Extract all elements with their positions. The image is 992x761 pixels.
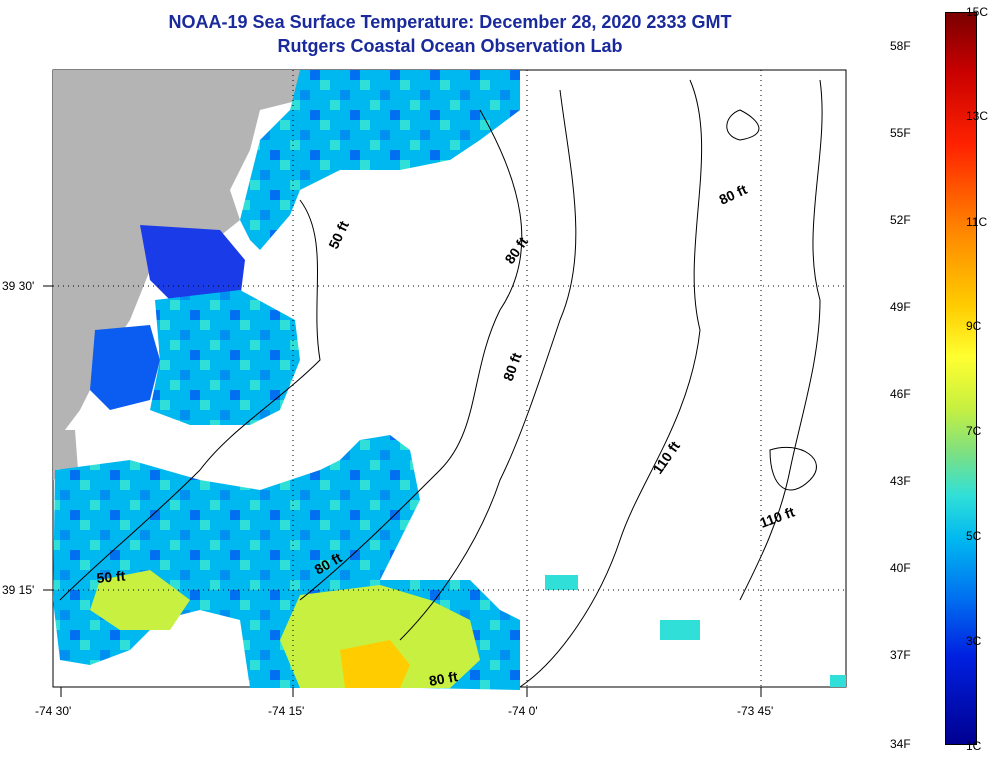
colorbar-c-label: 5C [966, 529, 982, 543]
sst-map: 50 ft 80 ft 80 ft 80 ft 80 ft 110 ft 110… [43, 69, 847, 697]
contour-label: 80 ft [428, 668, 459, 689]
tick-marks [43, 285, 762, 697]
map-subtitle: Rutgers Coastal Ocean Observation Lab [277, 36, 623, 56]
y-tick-label: 39 15' [2, 583, 35, 597]
land-inlet [53, 430, 78, 480]
y-tick-label: 39 30' [2, 279, 35, 293]
colorbar-c-label: 3C [966, 634, 982, 648]
colorbar-c-label: 13C [966, 109, 989, 123]
x-tick-label: -74 30' [35, 704, 72, 718]
colorbar-f-label: 49F [890, 300, 911, 314]
color-scale-bar [945, 12, 977, 745]
graticule [53, 70, 846, 687]
colorbar-f-label: 58F [890, 39, 911, 53]
land-mass [53, 70, 300, 440]
colorbar-c-label: 7C [966, 424, 982, 438]
contour-label: 50 ft [96, 568, 126, 586]
colorbar-c-label: 15C [966, 5, 989, 19]
map-title: NOAA-19 Sea Surface Temperature: Decembe… [168, 12, 732, 32]
colorbar-f-label: 34F [890, 737, 911, 751]
colorbar-f-label: 43F [890, 474, 911, 488]
x-tick-label: -73 45' [737, 704, 774, 718]
x-tick-label: -74 15' [268, 704, 305, 718]
colorbar-c-label: 1C [966, 739, 982, 753]
depth-contours [59, 79, 823, 688]
colorbar-f-label: 55F [890, 126, 911, 140]
colorbar-f-label: 40F [890, 561, 911, 575]
x-tick-label: -74 0' [508, 704, 538, 718]
colorbar-f-label: 52F [890, 213, 911, 227]
colorbar-c-label: 11C [966, 215, 988, 229]
colorbar-c-label: 9C [966, 319, 982, 333]
colorbar-f-label: 46F [890, 387, 911, 401]
colorbar-f-label: 37F [890, 648, 911, 662]
